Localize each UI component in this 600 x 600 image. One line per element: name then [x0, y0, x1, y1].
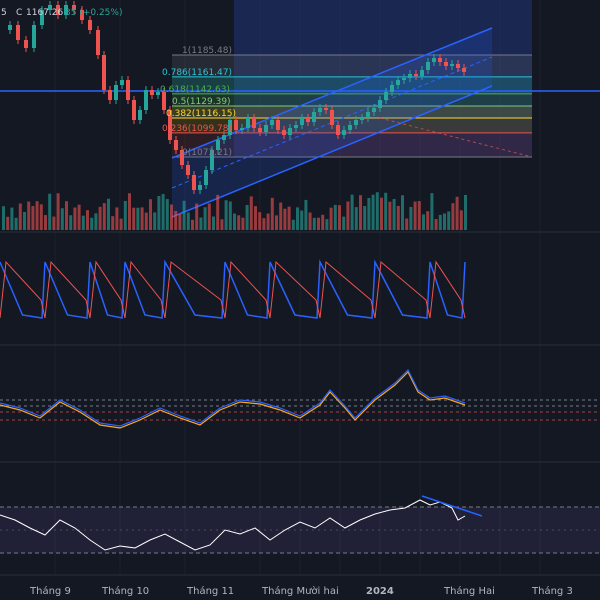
fib-level-label: 1(1185.48)	[182, 46, 232, 56]
ohlc-header: 5 C 1167.26 35 (+0.25%)	[1, 8, 122, 18]
fib-level-label: 0.382(1116.15)	[166, 109, 236, 119]
candles	[8, 1, 466, 194]
fib-level-label: 0(1073.21)	[182, 148, 232, 158]
tick-label: Tháng 3	[531, 585, 573, 597]
fib-level-label: 0.618(1142.63)	[160, 85, 230, 95]
tick-label: Tháng 10	[101, 585, 149, 597]
ohlc-prefix: 5	[1, 8, 7, 18]
tick-label: Tháng 11	[186, 585, 234, 597]
stochastic-pane	[0, 368, 600, 429]
trend-dashed-line	[379, 117, 533, 158]
pane-separators	[0, 231, 600, 576]
time-axis: Tháng 9 Tháng 10 Tháng 11 Tháng Mười hai…	[29, 585, 573, 597]
fib-labels: 1(1185.48) 0.786(1161.47) 0.618(1142.63) 0.…	[160, 46, 236, 158]
close-value: 1167.26	[26, 8, 63, 18]
tick-label: 2024	[366, 586, 394, 597]
fib-level-label: 0.5(1129.39)	[172, 97, 231, 107]
fib-level-label: 0.786(1161.47)	[162, 68, 232, 78]
change-text: 35 (+0.25%)	[65, 8, 122, 18]
tick-label: Tháng Hai	[443, 585, 495, 597]
grid	[54, 0, 541, 575]
fib-level-label: 0.236(1099.78)	[162, 124, 232, 134]
tick-label: Tháng 9	[29, 585, 71, 597]
volume-bars	[2, 192, 467, 230]
close-label: C	[16, 8, 22, 18]
tick-label: Tháng Mười hai	[261, 585, 339, 597]
oscillator-pane	[0, 259, 466, 319]
rsi-pane	[0, 495, 600, 554]
